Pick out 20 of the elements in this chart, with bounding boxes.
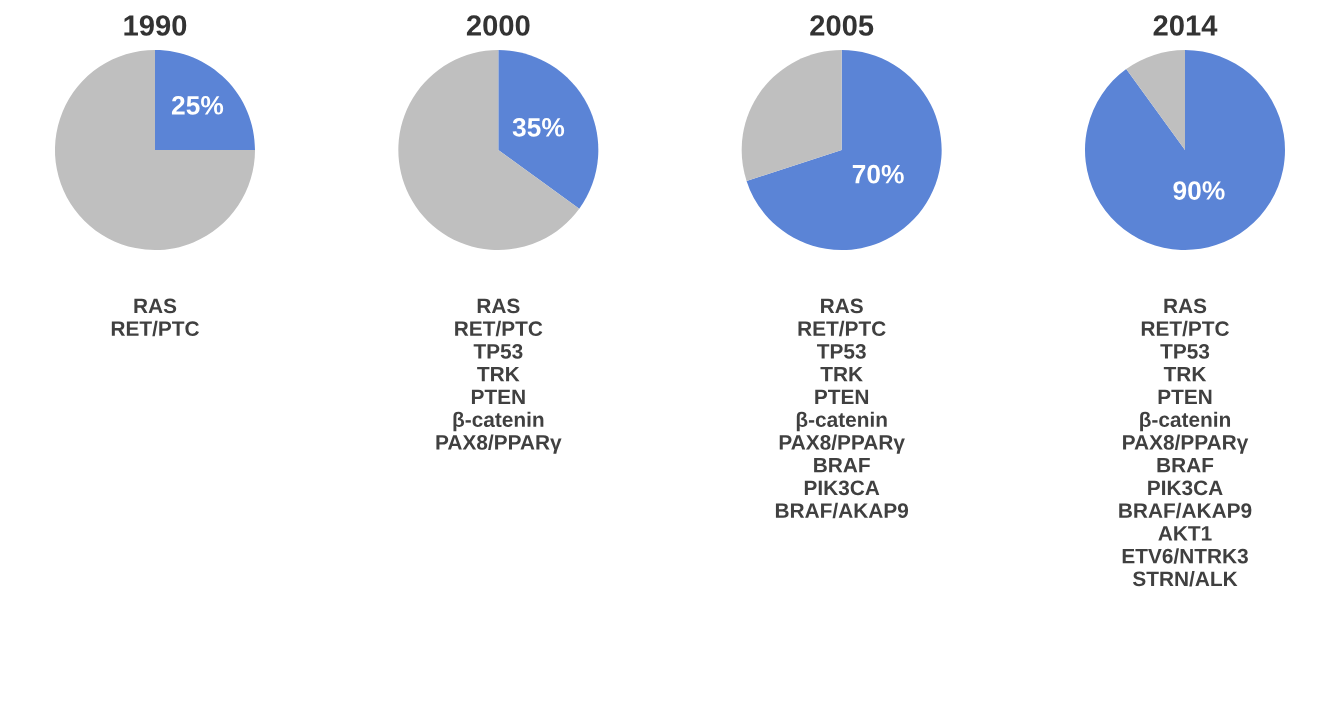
pie-slice bbox=[155, 50, 255, 150]
data-label: 90% bbox=[1173, 181, 1225, 200]
data-label: 70% bbox=[852, 164, 904, 184]
chart-title: 2000 bbox=[466, 15, 530, 36]
data-label: 35% bbox=[512, 117, 565, 137]
text: RAS RET/PTC bbox=[111, 298, 199, 337]
chart-title: 2014 bbox=[1153, 15, 1218, 36]
text: RAS RET/PTC TP53 TRK PTEN β-catenin PAX8/PPARγ BRAF PIK3CA BRAF/AKAP9 bbox=[775, 298, 909, 519]
text: RAS RET/PTC TP53 TRK PTEN β-catenin PAX8/PPARγ bbox=[436, 298, 562, 454]
pie-slice bbox=[746, 50, 942, 250]
data-label: 25% bbox=[171, 95, 224, 115]
text: RAS RET/PTC TP53 TRK PTEN β-catenin PAX8/PPARγ BRAF PIK3CA BRAF/AKAP9 AKT1 ETV6/NTRK3 STRN/ALK bbox=[1119, 298, 1252, 587]
pie-slice bbox=[741, 50, 842, 181]
pie-slice bbox=[398, 50, 580, 250]
pie-slice bbox=[1085, 50, 1285, 250]
pie-slice bbox=[55, 50, 255, 250]
pie-slice bbox=[498, 50, 599, 209]
chart-title: 2005 bbox=[810, 15, 874, 36]
pie-slice bbox=[1126, 50, 1185, 150]
chart-title: 1990 bbox=[124, 15, 187, 36]
